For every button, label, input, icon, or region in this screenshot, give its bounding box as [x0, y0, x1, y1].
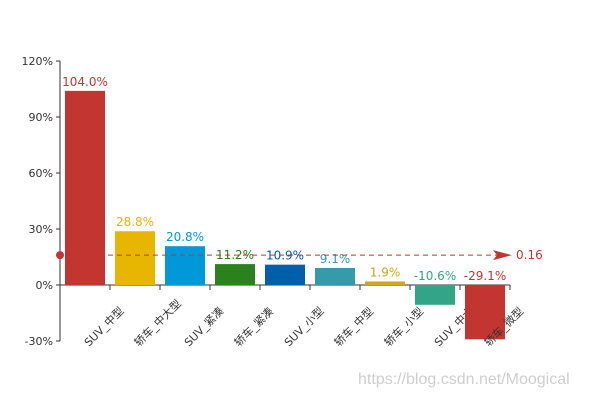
category-label: SUV_小型: [281, 304, 326, 349]
y-tick-label: 0%: [36, 279, 53, 292]
mark-line-label: 0.16: [516, 248, 543, 262]
data-label: 10.9%: [266, 249, 304, 263]
bar: [215, 264, 255, 285]
category-label: SUV_中型: [81, 304, 126, 349]
bar: [465, 285, 505, 340]
arrow-icon: [493, 250, 512, 261]
bar: [115, 231, 155, 285]
data-label: -29.1%: [464, 269, 506, 283]
category-label: 轿车_中大型: [131, 296, 184, 349]
data-label: 1.9%: [370, 265, 401, 279]
watermark: https://blog.csdn.net/Moogical: [358, 371, 570, 388]
bar: [265, 264, 305, 285]
bar: [315, 268, 355, 285]
bar: [65, 90, 105, 285]
y-tick-label: 120%: [22, 55, 53, 68]
data-label: 28.8%: [116, 215, 154, 229]
data-label: -10.6%: [414, 269, 456, 283]
bar: [165, 246, 205, 285]
category-label: 轿车_中型: [331, 304, 376, 349]
data-label: 20.8%: [166, 230, 204, 244]
mark-line-start: [56, 251, 64, 260]
data-label: 9.1%: [320, 252, 351, 266]
data-label: 104.0%: [62, 75, 108, 89]
category-label: 轿车_小型: [381, 304, 426, 349]
y-tick-label: -30%: [25, 335, 53, 348]
y-tick-label: 90%: [29, 111, 53, 124]
category-label: SUV_紧凑: [181, 304, 226, 349]
bar: [415, 285, 455, 305]
bar: [365, 281, 405, 285]
y-tick-label: 30%: [29, 223, 53, 236]
category-label: 轿车_紧凑: [231, 304, 276, 349]
y-tick-label: 60%: [29, 167, 53, 180]
